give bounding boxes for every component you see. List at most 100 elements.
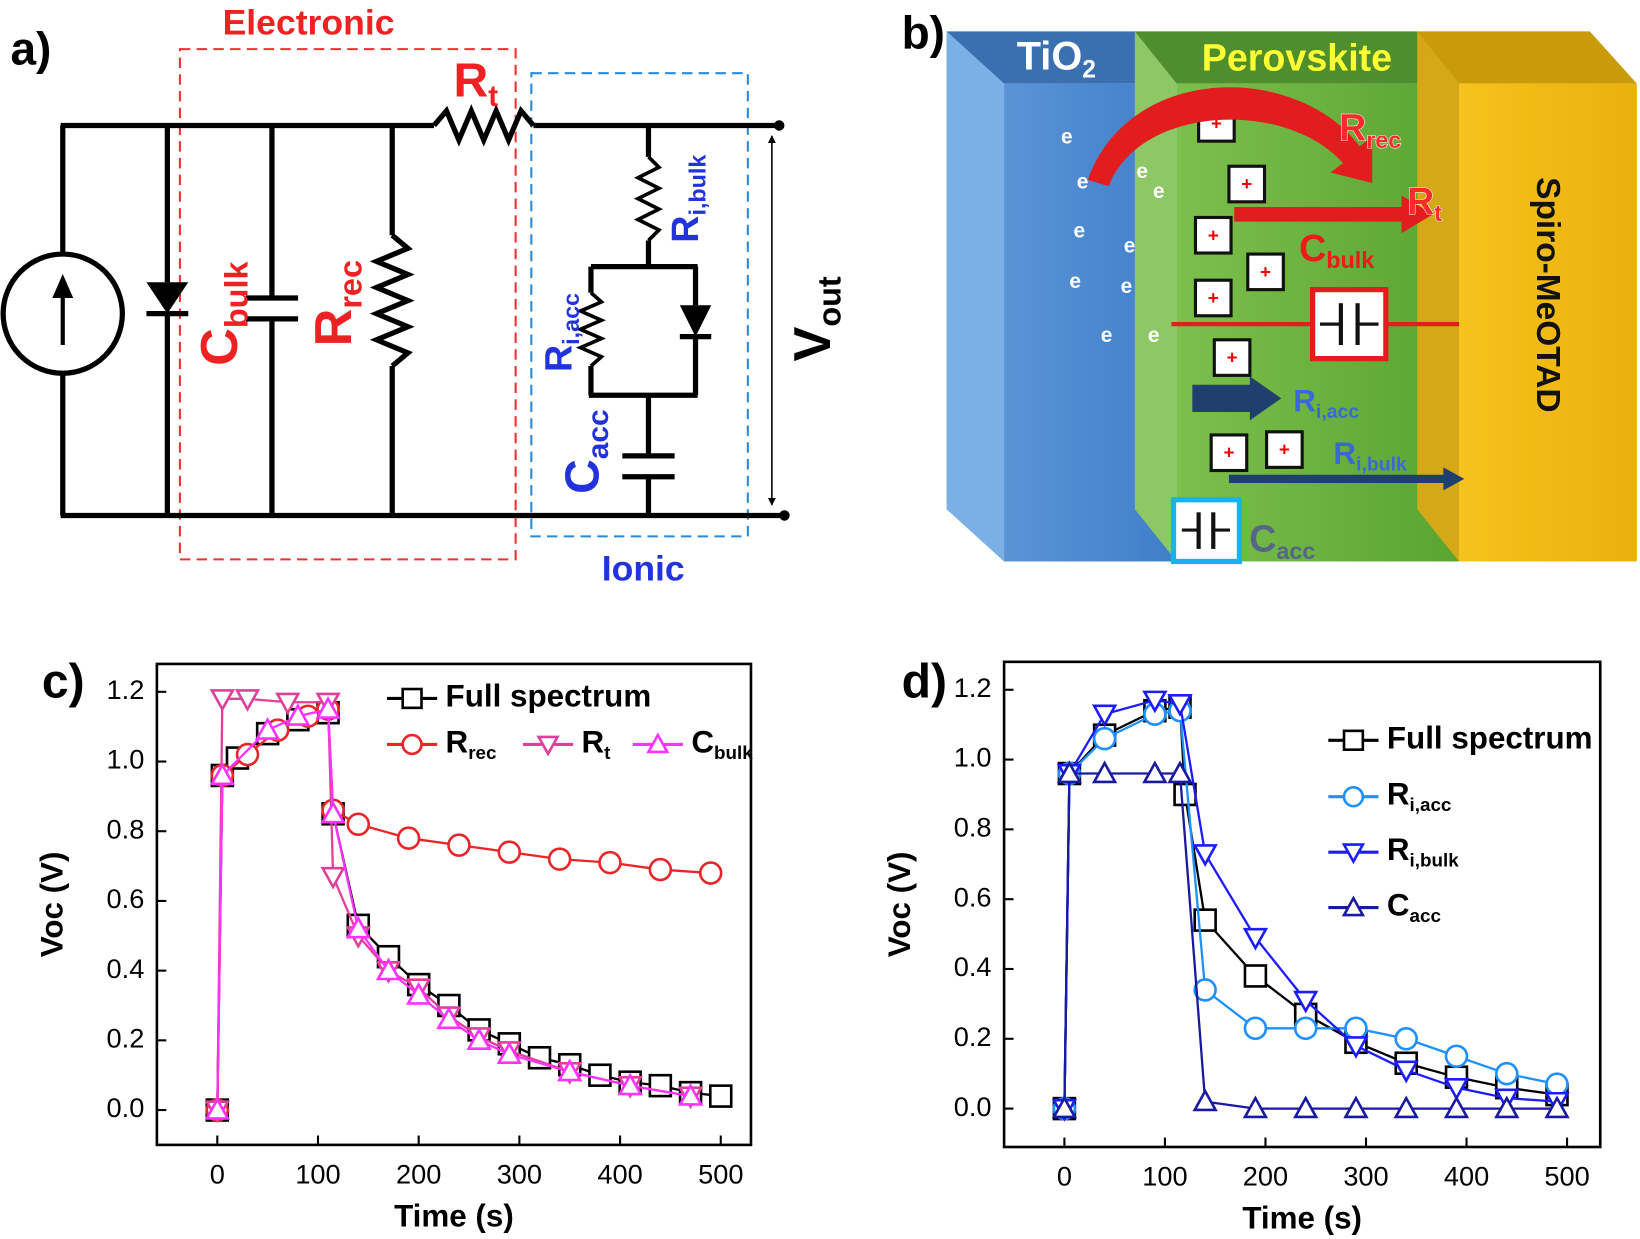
legend-marker: [536, 735, 560, 757]
electronic-label: Electronic: [223, 2, 395, 42]
marker: [496, 1041, 522, 1064]
label-sub: t: [1434, 200, 1442, 226]
marker: [1494, 1095, 1520, 1119]
hole: +: [1279, 439, 1290, 460]
electron: e: [1148, 324, 1160, 347]
label-sub: bulk: [218, 261, 254, 329]
label-sub: 2: [1082, 56, 1096, 83]
label: Rrec: [1339, 107, 1401, 154]
marker: [1545, 1072, 1569, 1096]
plot-frame: [1002, 660, 1602, 1149]
hole: +: [1241, 173, 1252, 194]
marker: [547, 847, 572, 871]
marker: [209, 689, 236, 712]
perovskite-top: [1134, 31, 1460, 84]
label-sub: t: [488, 80, 498, 113]
marker: [497, 840, 522, 864]
marker: [1494, 1061, 1519, 1086]
ionic-label: Ionic: [602, 548, 685, 588]
hole: +: [1208, 224, 1219, 245]
legend-label: Ri,bulk: [1387, 832, 1459, 870]
marker: [1173, 782, 1197, 807]
label-sub: i,bulk: [1356, 453, 1407, 475]
legend-marker: [401, 687, 423, 710]
terminal: [779, 510, 790, 521]
ibulk-arrow: [1228, 467, 1465, 491]
x-tick-label: 400: [597, 1158, 642, 1189]
marker: [234, 689, 261, 712]
y-tick-label: 1.2: [107, 674, 145, 705]
x-tick-label: 500: [698, 1158, 743, 1189]
label-sub: i,acc: [1316, 401, 1359, 423]
iacc-arrow: [1192, 376, 1282, 421]
y-tick-label: 0.4: [107, 953, 145, 984]
legend-name: R: [1387, 832, 1410, 867]
legend-marker: [1341, 895, 1366, 917]
marker: [204, 1096, 230, 1120]
y-tick-label: 0.8: [954, 812, 992, 843]
spiro-front: [1459, 83, 1637, 562]
marker: [320, 800, 346, 824]
terminal: [773, 120, 785, 131]
legend-sub: t: [604, 742, 611, 763]
marker: [1192, 1088, 1218, 1112]
x-axis-label: Time (s): [1242, 1200, 1362, 1235]
marker: [1344, 1016, 1368, 1041]
diode: [146, 282, 189, 314]
rec-arrow: [1087, 87, 1373, 187]
t-arrow: [1234, 195, 1433, 234]
marker: [1142, 760, 1168, 784]
x-tick-label: 100: [295, 1158, 340, 1189]
marker: [1293, 990, 1319, 1014]
arrow-head: [52, 273, 74, 298]
marker: [1091, 704, 1118, 728]
label-main: R: [1333, 436, 1356, 471]
y-tick-label: 1.2: [954, 672, 992, 703]
series-line: [1063, 772, 1558, 1110]
legend-sub: rec: [468, 742, 496, 763]
marker: [1343, 1036, 1369, 1059]
label-main: Perovskite: [1202, 37, 1392, 79]
label: Rt: [454, 53, 499, 113]
y-tick-label: 0.2: [107, 1023, 145, 1054]
series-line: [216, 697, 691, 1111]
marker: [1243, 1016, 1268, 1041]
label-main: R: [454, 53, 489, 107]
marker: [1243, 964, 1268, 988]
label-main: R: [1339, 107, 1366, 149]
marker: [698, 861, 723, 885]
label: Cacc: [1249, 518, 1315, 565]
label-sub: out: [811, 276, 847, 327]
hole: +: [1211, 112, 1222, 133]
label-sub: i,bulk: [685, 155, 711, 216]
label: Spiro-MeOTAD: [1529, 177, 1566, 412]
y-axis-label: Voc (V): [35, 852, 70, 958]
hole-box: [1227, 164, 1267, 204]
x-tick-label: 300: [497, 1158, 542, 1189]
marker: [1242, 927, 1269, 951]
label-main: C: [1299, 227, 1326, 269]
marker: [436, 1006, 462, 1030]
legend-marker: [1342, 786, 1365, 808]
hole-box: [1209, 433, 1249, 473]
label-sub: acc: [1276, 538, 1315, 564]
label-main: V: [784, 327, 842, 362]
marker: [1393, 1095, 1419, 1119]
y-tick-label: 1.0: [954, 742, 992, 773]
hole-box: [1265, 430, 1304, 469]
marker: [1167, 760, 1193, 784]
resistor: [369, 233, 415, 368]
marker: [1444, 1044, 1469, 1069]
legend-label: Full spectrum: [1387, 721, 1593, 756]
label: Perovskite: [1202, 37, 1392, 79]
series-line: [1063, 705, 1558, 1109]
marker: [320, 866, 346, 890]
hole: +: [1260, 261, 1271, 282]
panel-label: d): [902, 655, 947, 709]
y-tick-label: 0.0: [107, 1092, 145, 1123]
legend-marker: [646, 732, 670, 754]
series-line: [216, 707, 691, 1111]
marker: [1293, 1095, 1319, 1119]
series-line: [216, 711, 721, 1111]
